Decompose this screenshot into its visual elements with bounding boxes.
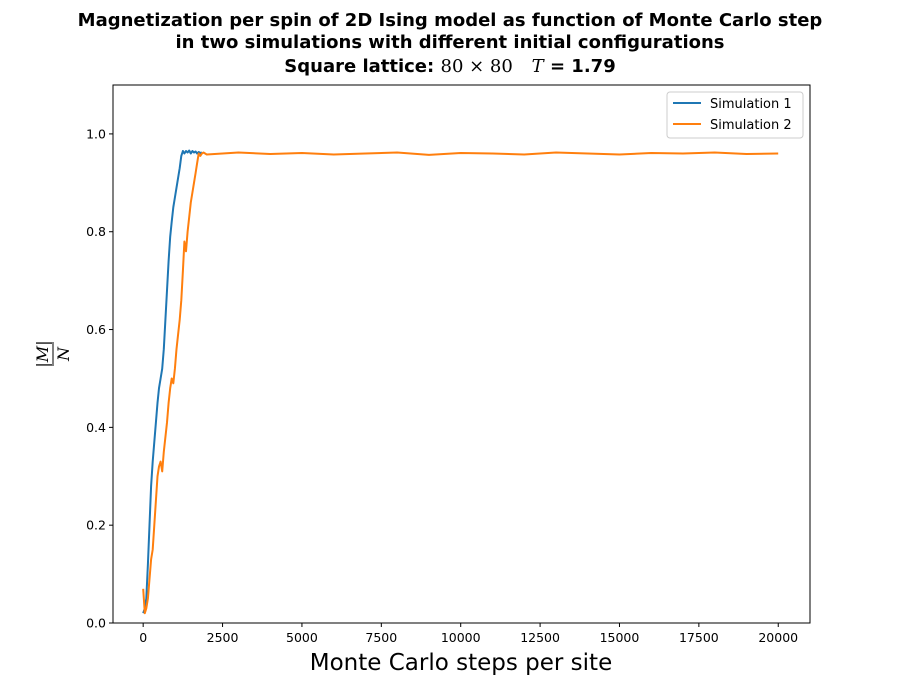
x-tick-label: 20000 bbox=[758, 630, 798, 645]
y-axis-ticks: 0.0 0.2 0.4 0.6 0.8 1.0 bbox=[86, 126, 113, 631]
title-temperature-symbol: T bbox=[531, 56, 544, 77]
chart-title-line-2: in two simulations with different initia… bbox=[175, 32, 725, 53]
legend: Simulation 1 Simulation 2 bbox=[666, 91, 804, 139]
y-tick-label: 0.2 bbox=[86, 518, 106, 533]
x-tick-label: 5000 bbox=[286, 630, 318, 645]
x-tick-label: 12500 bbox=[520, 630, 560, 645]
y-tick-label: 0.4 bbox=[86, 420, 106, 435]
legend-label-simulation-1: Simulation 1 bbox=[710, 97, 792, 112]
y-tick-label: 0.8 bbox=[86, 224, 106, 239]
chart-title-line-3: Square lattice: 80 × 80 T = 1.79 bbox=[0, 56, 900, 78]
x-tick-label: 7500 bbox=[365, 630, 397, 645]
y-tick-label: 0.0 bbox=[86, 616, 106, 631]
y-axis-label-denominator: N bbox=[54, 346, 73, 362]
x-tick-label: 15000 bbox=[600, 630, 640, 645]
x-tick-label: 17500 bbox=[679, 630, 719, 645]
x-axis-ticks: 0 2500 5000 7500 10000 12500 15000 17500 20000 bbox=[139, 623, 798, 645]
y-tick-label: 1.0 bbox=[86, 126, 106, 141]
x-tick-label: 0 bbox=[139, 630, 147, 645]
title-lattice-prefix: Square lattice: bbox=[284, 56, 435, 77]
x-axis-label: Monte Carlo steps per site bbox=[310, 650, 612, 676]
y-axis-label-numerator: |M| bbox=[33, 340, 52, 367]
legend-label-simulation-2: Simulation 2 bbox=[710, 118, 792, 133]
plot-area-frame bbox=[112, 84, 811, 624]
title-temperature-value: = 1.79 bbox=[549, 56, 616, 77]
series-line-simulation-2 bbox=[142, 151, 779, 615]
y-tick-label: 0.6 bbox=[86, 322, 106, 337]
y-axis-label: |M| N bbox=[33, 340, 73, 367]
title-lattice-size: 80 × 80 bbox=[440, 56, 513, 77]
chart-title-line-1: Magnetization per spin of 2D Ising model… bbox=[77, 10, 823, 31]
series-layer bbox=[142, 149, 779, 615]
series-line-simulation-1 bbox=[142, 149, 203, 614]
x-tick-label: 2500 bbox=[207, 630, 239, 645]
x-tick-label: 10000 bbox=[441, 630, 481, 645]
